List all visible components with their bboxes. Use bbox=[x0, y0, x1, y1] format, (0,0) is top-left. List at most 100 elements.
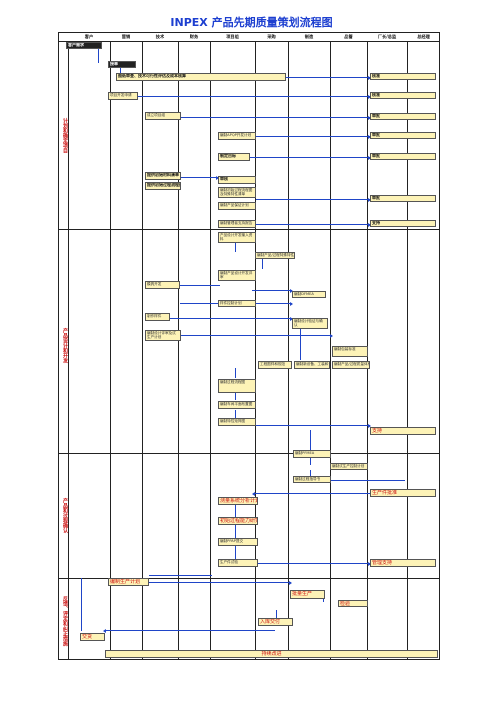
flow-arrow bbox=[181, 117, 370, 118]
flow-arrow bbox=[310, 430, 311, 452]
flow-arrow bbox=[235, 525, 236, 538]
flow-arrow bbox=[235, 242, 236, 252]
process-box-design-input: 产品设计开发输入资料 bbox=[218, 232, 256, 243]
process-box-initial-bom: 提供初始材料清单 bbox=[145, 172, 181, 180]
arrowhead bbox=[368, 423, 371, 428]
flow-arrow bbox=[256, 136, 370, 137]
phase-label-validation: 产品和过程确认 bbox=[62, 497, 68, 533]
process-box-review-approve: 审批 bbox=[370, 153, 436, 160]
flow-arrow bbox=[235, 500, 236, 517]
lane-divider bbox=[178, 41, 179, 660]
column-header-general-manager: 总经理 bbox=[417, 34, 430, 39]
flow-arrow bbox=[235, 546, 236, 560]
arrowhead bbox=[103, 628, 106, 633]
process-box-management-support: 管理支持 bbox=[370, 559, 436, 567]
process-box-management-support-report: 编制管理者支持报告 bbox=[218, 220, 256, 228]
flow-arrow bbox=[256, 425, 370, 426]
lane-divider bbox=[110, 41, 111, 660]
process-box-work-instructions: 编制过程指导书 bbox=[293, 476, 331, 483]
process-box-review-approve: 审批 bbox=[370, 113, 436, 120]
flow-arrow bbox=[250, 157, 370, 158]
lane-divider bbox=[288, 41, 289, 660]
flow-arrow bbox=[256, 199, 370, 200]
flow-arrow bbox=[136, 96, 370, 97]
process-box-process-flowchart: 编制过程流程图 bbox=[218, 379, 256, 393]
process-box-set-goals: 制定目标 bbox=[218, 153, 250, 161]
process-box-support: 支持 bbox=[370, 220, 436, 227]
column-header-finance: 财务 bbox=[189, 34, 199, 39]
process-box-inspection: 检验 bbox=[338, 600, 368, 607]
phase-divider bbox=[58, 578, 440, 579]
lane-divider bbox=[330, 41, 331, 660]
column-header-quality: 品管 bbox=[344, 34, 353, 39]
process-box-drawing-review: 图纸审查、技术可行性评估及成本核算 bbox=[116, 73, 286, 81]
lane-divider bbox=[142, 41, 143, 660]
arrowhead bbox=[330, 333, 333, 338]
process-box-equipment-requirements: 编制新设备、工装和试验设备要求 bbox=[294, 361, 330, 369]
arrowhead bbox=[368, 115, 371, 120]
arrowhead bbox=[290, 301, 293, 306]
flow-arrow bbox=[276, 610, 277, 618]
lane-divider bbox=[407, 41, 408, 660]
arrowhead bbox=[252, 491, 255, 496]
process-box-make-prototype: 制作样件 bbox=[145, 313, 170, 321]
process-box-mass-production: 批量生产 bbox=[290, 590, 325, 599]
flow-arrow bbox=[235, 393, 236, 400]
flow-arrow bbox=[105, 630, 275, 631]
arrowhead bbox=[290, 288, 293, 293]
process-box-project-application: 项目开发申请 bbox=[108, 92, 138, 100]
process-box-approve: 核准 bbox=[370, 73, 436, 80]
phase-label-feedback: 反馈、评定和纠正措施 bbox=[62, 596, 68, 646]
process-box-assurance-plan: 编制产品保证计划 bbox=[218, 202, 256, 210]
phase-label-planning: 计划和确定项目 bbox=[62, 117, 68, 153]
flow-arrow bbox=[235, 368, 236, 378]
process-box-warehouse-delivery: 入库交付 bbox=[258, 618, 293, 626]
arrowhead bbox=[368, 75, 371, 80]
process-box-trial-control-plan: 编制试生产控制计划 bbox=[330, 463, 368, 470]
flow-arrow bbox=[170, 318, 292, 319]
flow-arrow bbox=[310, 470, 311, 477]
column-header-purchasing: 采购 bbox=[267, 34, 276, 39]
process-box-special-characteristics: 编制产品/过程特殊特性 bbox=[255, 252, 295, 259]
process-box-delivery: 交货 bbox=[80, 633, 105, 641]
flow-arrow bbox=[256, 224, 370, 225]
process-box-quality-system-review: 编制产品/过程质量体系评审 bbox=[332, 361, 370, 369]
flow-arrow bbox=[235, 410, 236, 418]
arrowhead bbox=[368, 197, 371, 202]
flow-arrow bbox=[180, 285, 220, 286]
flow-arrow bbox=[180, 335, 332, 336]
process-box-trial-run-plan: 编制设计评审及试生产计划 bbox=[145, 330, 181, 341]
arrowhead bbox=[368, 94, 371, 99]
phase-label-product-design: 产品设计和开发 bbox=[62, 327, 68, 363]
column-header-plant-director: 厂长/总监 bbox=[377, 34, 397, 39]
flow-arrow bbox=[323, 598, 324, 602]
flow-arrow bbox=[181, 177, 218, 178]
arrowhead bbox=[368, 561, 371, 566]
column-header-marketing: 营销 bbox=[121, 34, 131, 39]
lane-divider bbox=[255, 41, 256, 660]
flow-arrow bbox=[258, 563, 370, 564]
column-header-manufacturing: 制造 bbox=[304, 34, 314, 39]
process-box-ppap-submit: 编制PPAP提交 bbox=[218, 538, 258, 546]
process-box-initial-flow: 提供初始过程流程图 bbox=[145, 182, 181, 190]
process-box-production-plan: 编制生产计划 bbox=[108, 578, 149, 586]
process-box-production-approval: 生产件批准 bbox=[370, 489, 436, 497]
phase-divider bbox=[58, 229, 440, 230]
header-divider bbox=[58, 41, 440, 42]
flow-arrow bbox=[120, 67, 121, 74]
flow-arrow bbox=[149, 575, 212, 576]
column-header-project-team: 项目组 bbox=[226, 34, 239, 39]
process-box-pfmea: 编制PFMEA bbox=[293, 450, 331, 458]
process-box-characteristic-matrix: 编制特性矩阵图 bbox=[218, 418, 256, 426]
lane-divider bbox=[68, 41, 69, 660]
process-box-floor-plan: 编制车间平面布置图 bbox=[218, 401, 256, 409]
flow-arrow bbox=[330, 480, 405, 481]
flow-arrow bbox=[300, 324, 301, 360]
process-box-design-verification: 编制设计验证与确认 bbox=[292, 318, 328, 329]
process-box-continuous-improvement: 持续改进 bbox=[105, 650, 438, 658]
flow-arrow bbox=[254, 493, 370, 494]
process-box-review-approve: 审批 bbox=[370, 132, 436, 139]
process-box-engineering-drawings: 工程图样和规范 bbox=[258, 361, 292, 369]
flow-arrow bbox=[310, 458, 311, 465]
arrowhead bbox=[368, 155, 371, 160]
